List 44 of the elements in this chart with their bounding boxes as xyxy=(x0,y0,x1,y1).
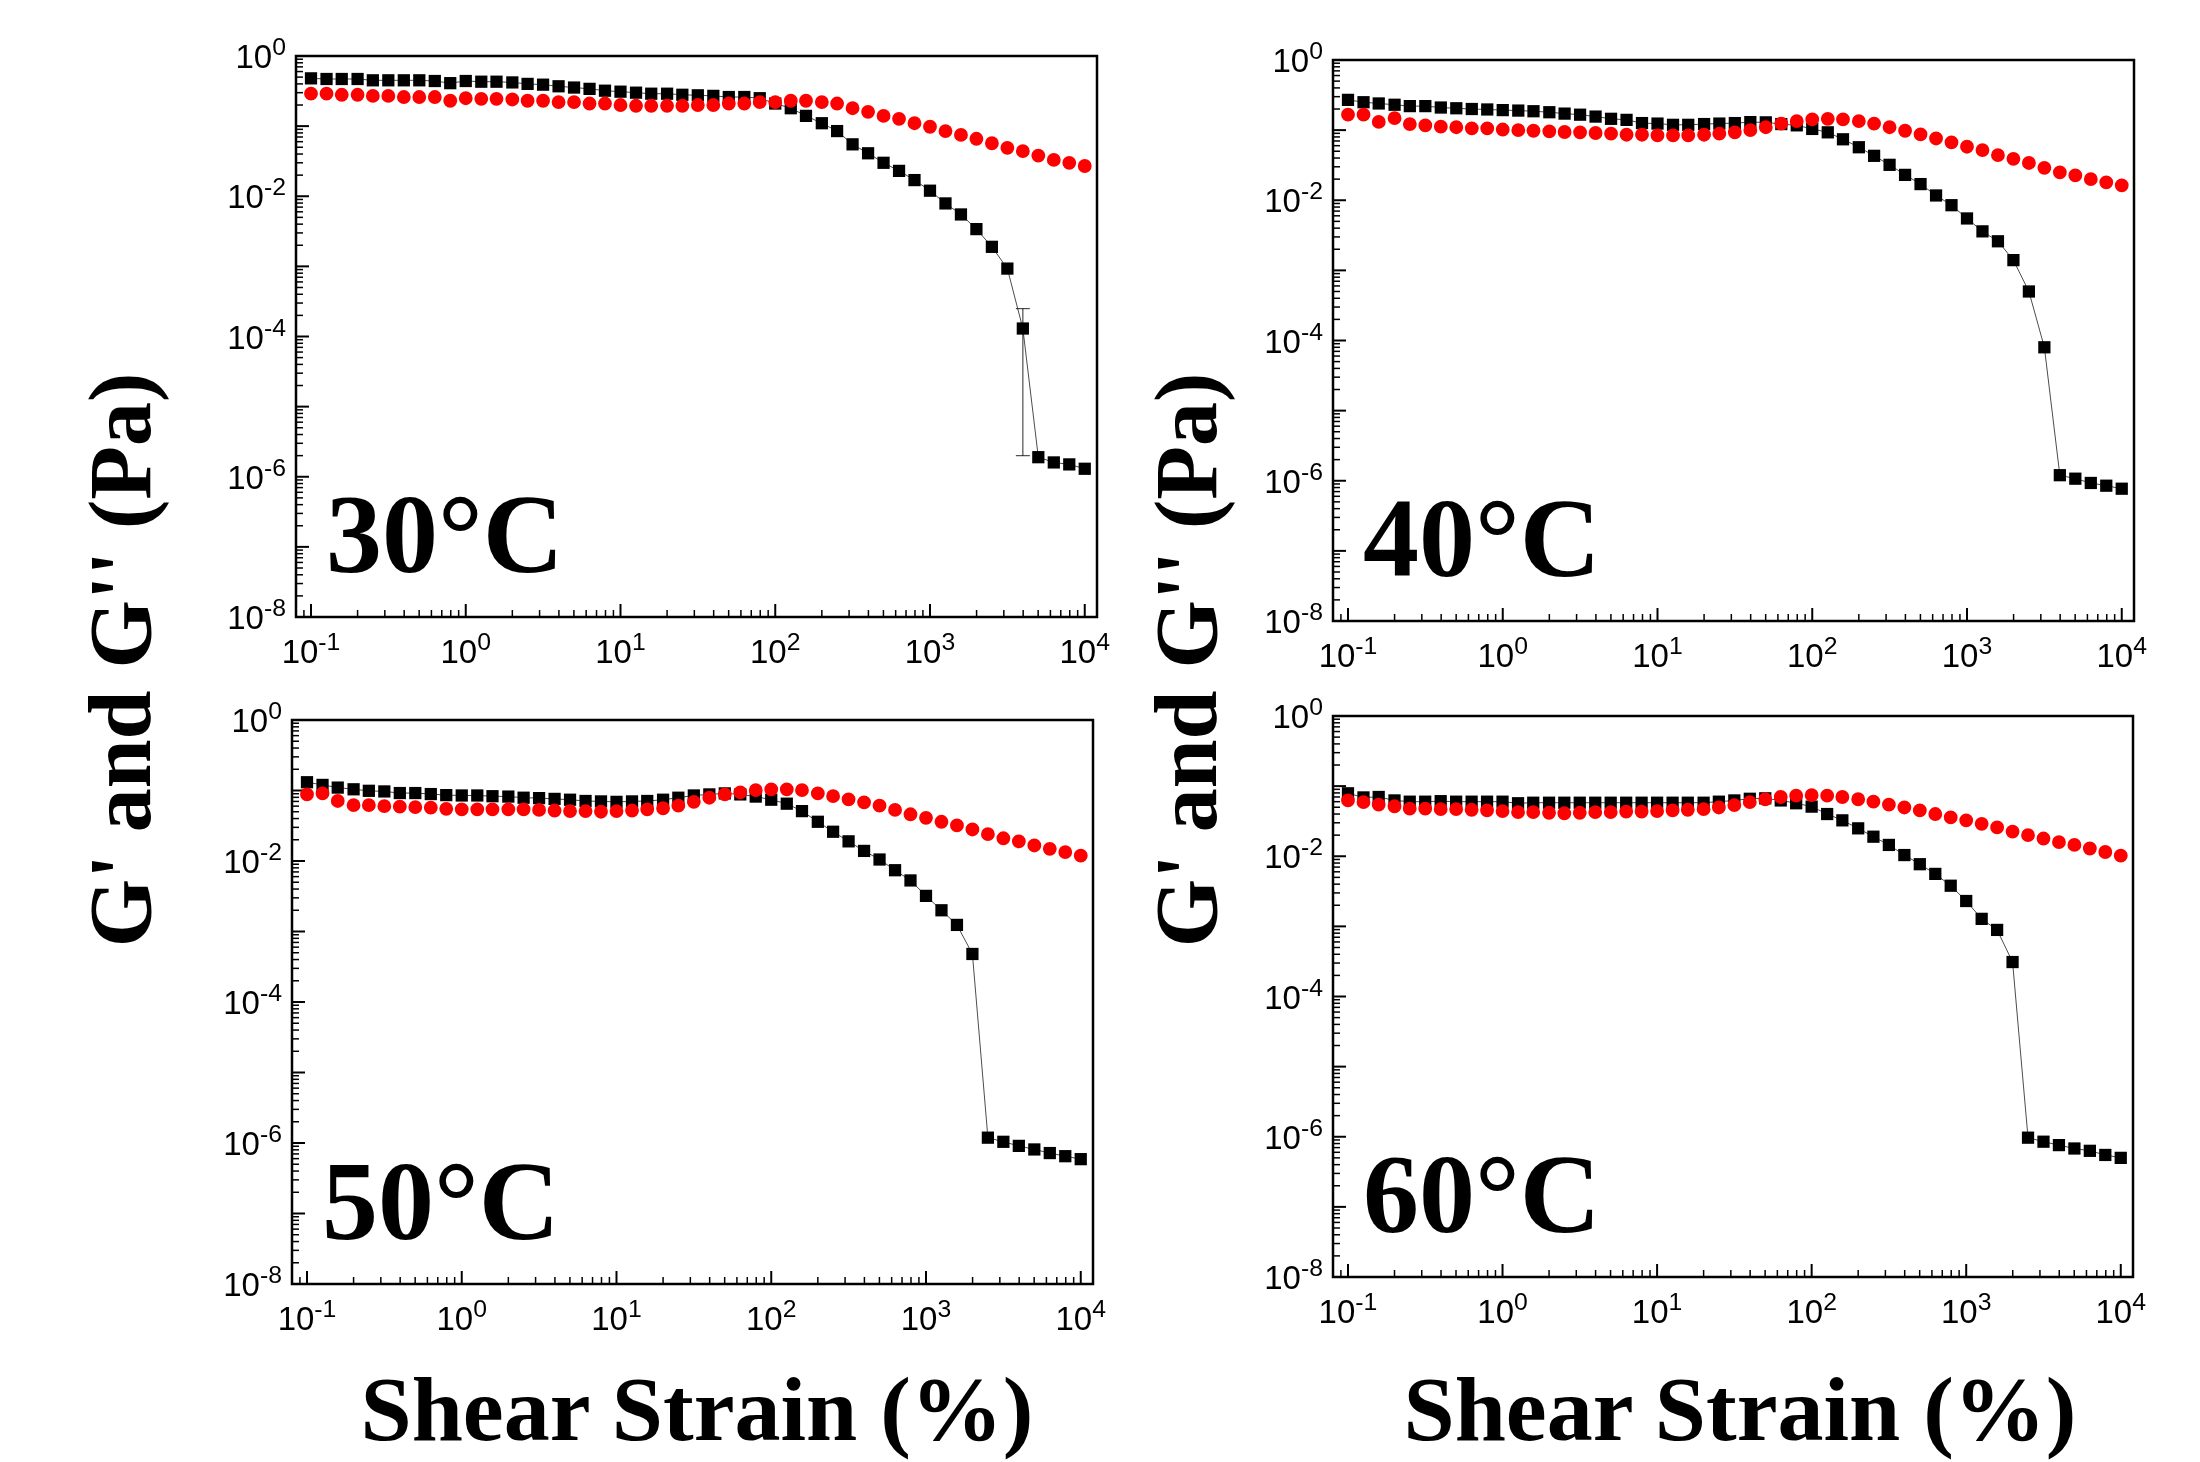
x-tick-label: 10$^{4}$ xyxy=(1055,1294,1107,1337)
x-tick-label: 10$^{4}$ xyxy=(1059,627,1111,670)
x-tick-label: 10$^{0}$ xyxy=(1477,631,1528,674)
y-tick-label: 10$^{-4}$ xyxy=(223,978,283,1021)
y-tick-label: 10$^{-2}$ xyxy=(1264,832,1323,876)
y-axis-title: G' and G'' (Pa) xyxy=(72,372,169,948)
y-tick-label: 10$^{-4}$ xyxy=(227,313,287,356)
y-tick-label: 10$^{-2}$ xyxy=(227,172,286,216)
y-tick-label: 10$^{0}$ xyxy=(1272,692,1323,735)
x-tick-label: 10$^{0}$ xyxy=(1477,1287,1528,1330)
x-tick-label: 10$^{4}$ xyxy=(2096,631,2148,674)
y-tick-label: 10$^{0}$ xyxy=(235,32,286,75)
x-tick-label: 10$^{2}$ xyxy=(1787,631,1838,674)
y-tick-label: 10$^{-6}$ xyxy=(1264,457,1323,500)
x-axis-title: Shear Strain (%) xyxy=(360,1358,1034,1460)
annotation: 30°C xyxy=(326,472,564,596)
x-tick-label: 10$^{1}$ xyxy=(1632,631,1683,674)
y-tick-label: 10$^{-2}$ xyxy=(1264,176,1323,220)
y-tick-label: 10$^{-6}$ xyxy=(1264,1113,1323,1156)
x-tick-label: 10$^{0}$ xyxy=(436,1294,487,1337)
y-tick-label: 10$^{-2}$ xyxy=(223,837,282,880)
x-tick-label: 10$^{1}$ xyxy=(1631,1287,1683,1330)
y-tick-label: 10$^{0}$ xyxy=(1272,36,1323,79)
y-tick-label: 10$^{-4}$ xyxy=(1264,973,1324,1016)
y-tick-label: 10$^{-6}$ xyxy=(227,453,286,496)
x-tick-label: 10$^{0}$ xyxy=(440,627,491,670)
x-axis-title: Shear Strain (%) xyxy=(1403,1358,2077,1460)
x-tick-label: 10$^{4}$ xyxy=(2095,1287,2147,1330)
annotation: 50°C xyxy=(322,1139,560,1263)
x-tick-label: 10$^{3}$ xyxy=(1940,1287,1992,1330)
x-tick-label: 10$^{1}$ xyxy=(591,1294,642,1337)
y-axis-title: G' and G'' (Pa) xyxy=(1138,372,1235,948)
x-tick-label: 10$^{3}$ xyxy=(1941,631,1993,674)
annotation: 40°C xyxy=(1363,476,1601,600)
x-tick-label: 10$^{3}$ xyxy=(900,1294,952,1337)
x-tick-label: 10$^{2}$ xyxy=(746,1294,797,1337)
x-tick-label: 10$^{3}$ xyxy=(904,627,956,670)
x-tick-label: 10$^{2}$ xyxy=(1786,1287,1837,1330)
y-tick-label: 10$^{-4}$ xyxy=(1264,317,1324,360)
x-tick-label: 10$^{1}$ xyxy=(595,627,646,670)
y-tick-label: 10$^{0}$ xyxy=(231,696,282,739)
annotation: 60°C xyxy=(1363,1132,1601,1256)
y-tick-label: 10$^{-6}$ xyxy=(223,1119,282,1162)
x-tick-label: 10$^{2}$ xyxy=(750,627,801,670)
